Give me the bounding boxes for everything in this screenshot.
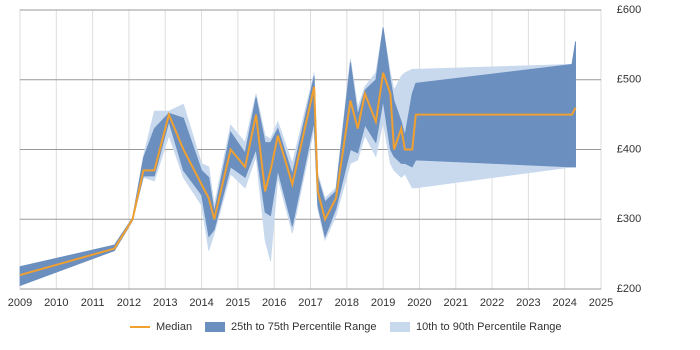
median-line [19,72,577,277]
x-tick-label: 2022 [480,297,504,309]
x-tick-label: 2011 [81,297,105,309]
x-tick-label: 2018 [335,297,359,309]
x-tick-label: 2019 [371,297,395,309]
legend-label: 10th to 90th Percentile Range [416,321,562,333]
x-tick-label: 2012 [117,297,141,309]
x-tick-label: 2015 [226,297,250,309]
legend-swatch [390,322,410,332]
x-tick-label: 2023 [516,297,540,309]
y-tick-label: £500 [617,74,641,86]
x-tick-label: 2014 [189,297,213,309]
x-tick-label: 2024 [552,297,576,309]
x-tick-label: 2013 [153,297,177,309]
x-tick-label: 2021 [444,297,468,309]
x-tick-label: 2010 [44,297,68,309]
x-tick-label: 2020 [407,297,431,309]
y-tick-label: £200 [617,283,641,295]
x-tick-label: 2016 [262,297,286,309]
y-tick-label: £300 [617,213,641,225]
y-tick-label: £600 [617,4,641,16]
x-tick-label: 2017 [298,297,322,309]
legend-label: 25th to 75th Percentile Range [231,321,377,333]
legend-label: Median [156,321,192,333]
x-tick-label: 2009 [8,297,32,309]
x-tick-label: 2025 [589,297,613,309]
legend-swatch [205,322,225,332]
y-tick-label: £400 [617,143,641,155]
